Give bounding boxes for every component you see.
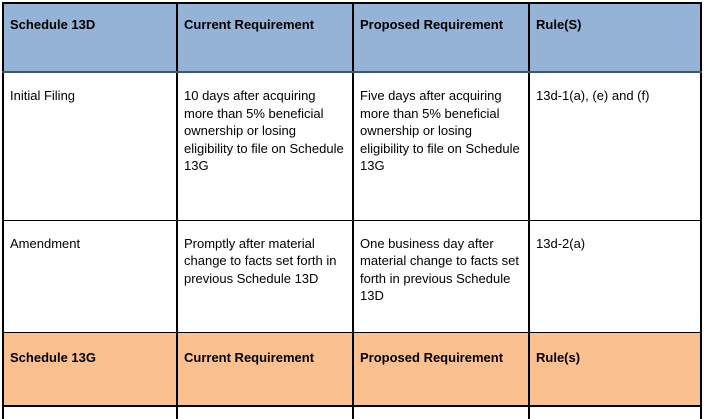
cell-empty [2, 405, 178, 419]
cell-rules: 13d-1(a), (e) and (f) [528, 71, 702, 221]
header-cell-schedule-13d: Schedule 13D [2, 2, 178, 73]
table-row-partial [2, 405, 702, 419]
header-cell-schedule-13g: Schedule 13G [2, 331, 178, 407]
header-cell-proposed-requirement: Proposed Requirement [352, 2, 530, 73]
cell-current-requirement: Promptly after material change to facts … [176, 219, 354, 333]
cell-row-label: Initial Filing [2, 71, 178, 221]
cell-current-requirement: 10 days after acquiring more than 5% ben… [176, 71, 354, 221]
cell-empty [352, 405, 530, 419]
schedule-13d-header-row: Schedule 13D Current Requirement Propose… [2, 2, 702, 73]
header-cell-rules: Rule(s) [528, 331, 702, 407]
schedule-13g-header-row: Schedule 13G Current Requirement Propose… [2, 331, 702, 407]
table-row-amendment: Amendment Promptly after material change… [2, 219, 702, 333]
cell-rules: 13d-2(a) [528, 219, 702, 333]
header-cell-proposed-requirement: Proposed Requirement [352, 331, 530, 407]
header-cell-current-requirement: Current Requirement [176, 2, 354, 73]
header-cell-rules: Rule(S) [528, 2, 702, 73]
cell-row-label: Amendment [2, 219, 178, 333]
cell-empty [528, 405, 702, 419]
header-cell-current-requirement: Current Requirement [176, 331, 354, 407]
cell-empty [176, 405, 354, 419]
cell-proposed-requirement: One business day after material change t… [352, 219, 530, 333]
table-row-initial-filing: Initial Filing 10 days after acquiring m… [2, 71, 702, 221]
cell-proposed-requirement: Five days after acquiring more than 5% b… [352, 71, 530, 221]
